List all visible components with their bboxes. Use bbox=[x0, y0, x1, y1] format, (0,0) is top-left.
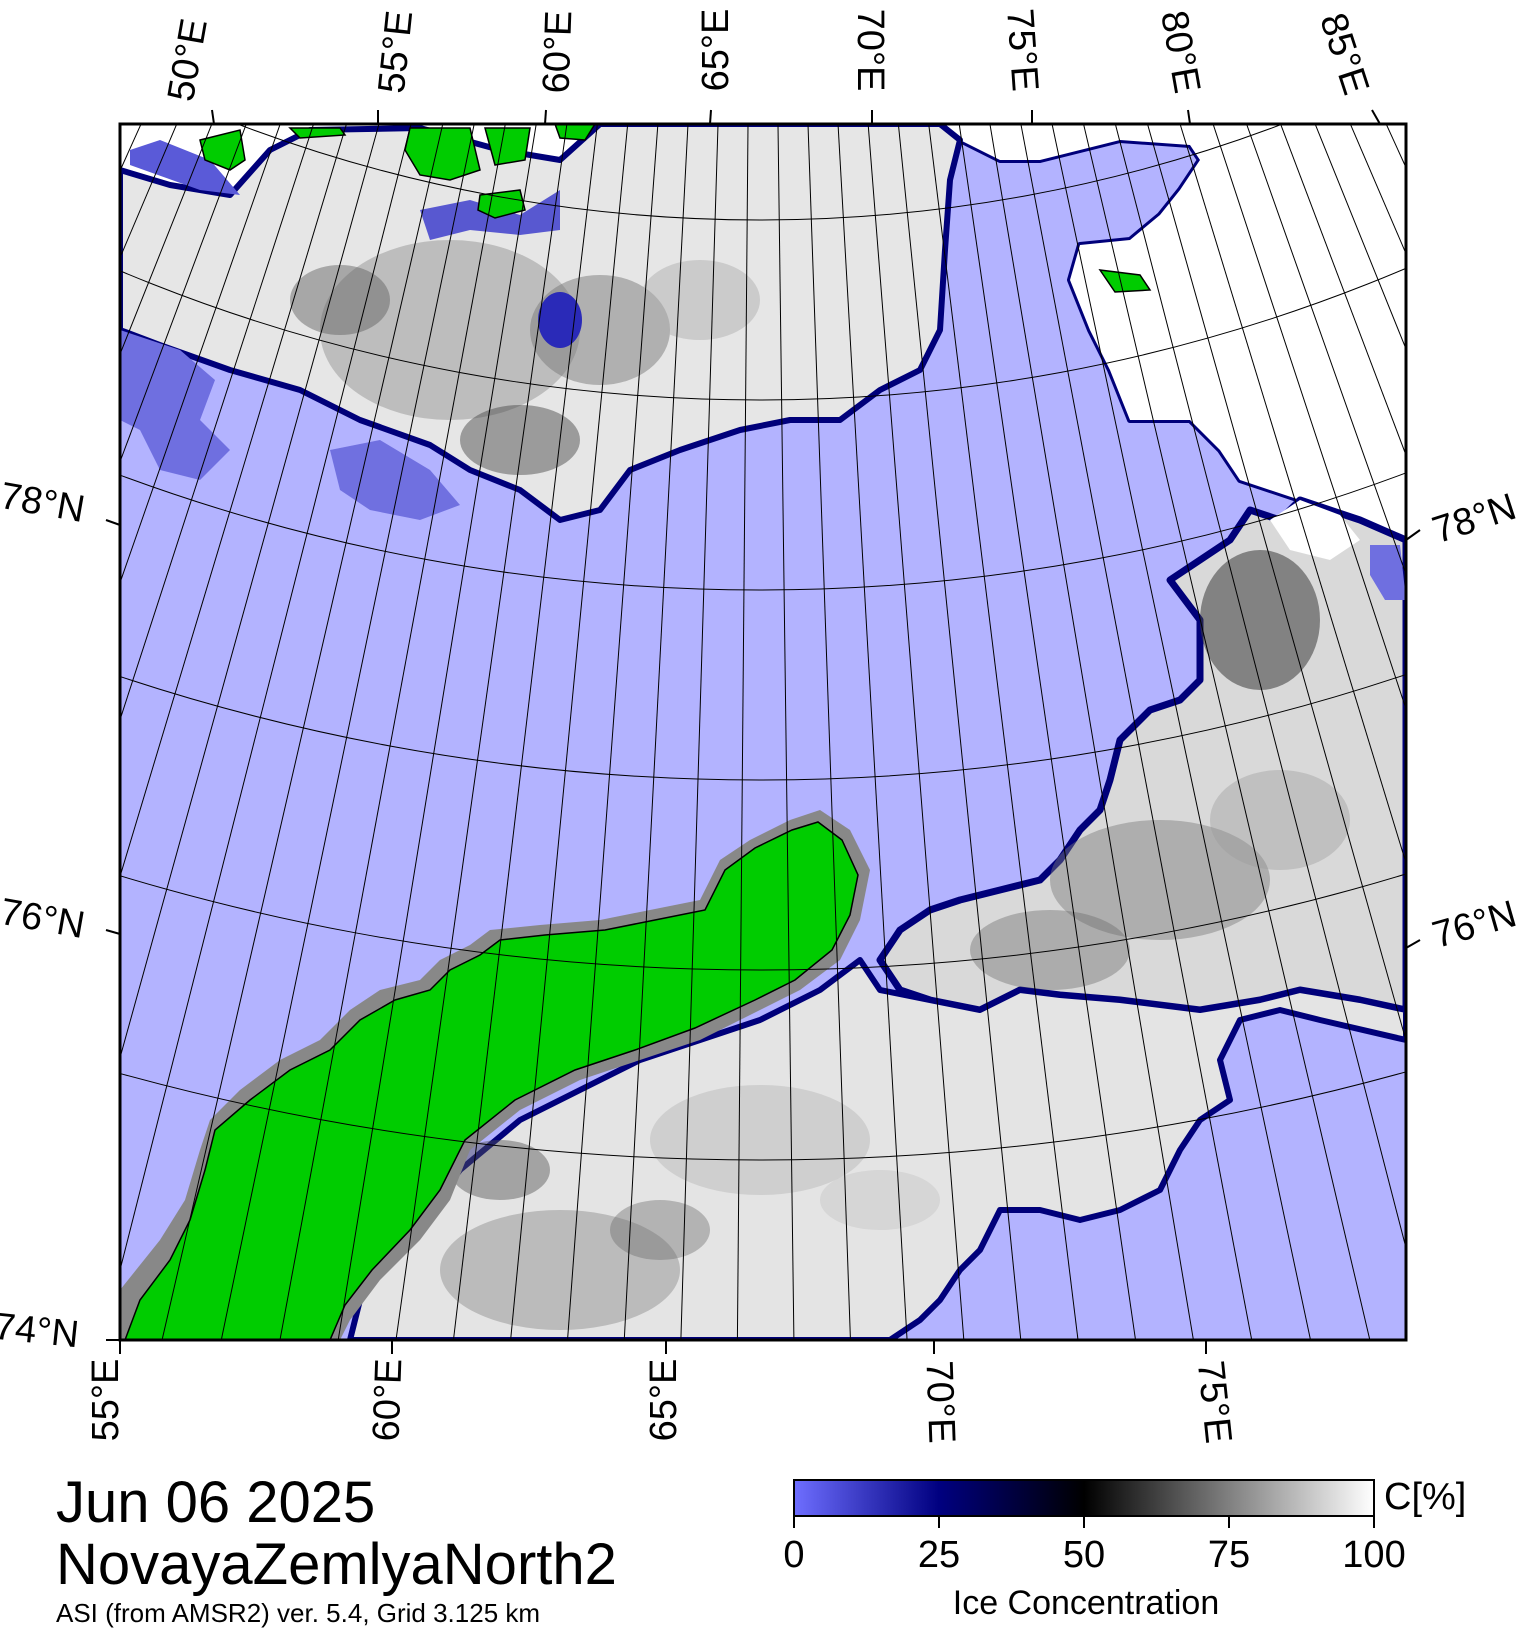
meridian-line bbox=[161, 124, 444, 1340]
map-frame bbox=[118, 122, 1408, 1342]
colorbar-ticks bbox=[793, 1516, 1375, 1528]
bottom-lon-label: 65°E bbox=[643, 1358, 685, 1442]
meridian-line bbox=[120, 124, 178, 260]
colorbar-tick-label: 75 bbox=[1207, 1534, 1251, 1576]
parallel-line bbox=[120, 267, 1406, 401]
meridian-line bbox=[897, 124, 1022, 1340]
meridian-line bbox=[680, 124, 719, 1340]
meridian-line bbox=[120, 124, 380, 1060]
colorbar-tick-label: 0 bbox=[783, 1534, 805, 1576]
meridian-line bbox=[1212, 124, 1406, 711]
meridian-line bbox=[1114, 124, 1406, 1250]
meridian-line bbox=[1020, 124, 1253, 1340]
meridian-line bbox=[807, 124, 851, 1340]
meridian-line bbox=[777, 124, 795, 1340]
colorbar-title: Ice Concentration bbox=[952, 1584, 1220, 1622]
top-lon-label: 65°E bbox=[695, 8, 737, 92]
meridian-line bbox=[120, 124, 142, 172]
data-source-note: ASI (from AMSR2) ver. 5.4, Grid 3.125 km bbox=[56, 1598, 541, 1628]
kara-sea-ice bbox=[876, 496, 1406, 1014]
northern-ice-pack bbox=[120, 124, 1406, 543]
meridian-line bbox=[120, 124, 315, 722]
region-name: NovayaZemlyaNorth2 bbox=[56, 1532, 617, 1597]
colorbar-unit: C[%] bbox=[1384, 1476, 1467, 1518]
left-lat-label: 74°N bbox=[0, 1305, 81, 1357]
map-date: Jun 06 2025 bbox=[56, 1470, 376, 1535]
top-lon-label: 60°E bbox=[535, 9, 581, 95]
meridian-line bbox=[510, 124, 629, 1340]
colorbar-tick-label: 50 bbox=[1062, 1534, 1106, 1576]
meridian-line bbox=[958, 124, 1137, 1340]
bottom-lon-label: 75°E bbox=[1188, 1358, 1240, 1446]
meridian-line bbox=[395, 124, 568, 1340]
meridian-line bbox=[867, 124, 965, 1340]
meridian-line bbox=[120, 124, 213, 356]
meridian-line bbox=[1314, 124, 1406, 351]
graticule bbox=[120, 124, 1406, 1340]
bottom-lon-label: 55°E bbox=[85, 1358, 127, 1442]
meridian-line bbox=[1083, 124, 1371, 1340]
top-lon-label: 75°E bbox=[998, 7, 1046, 93]
colorbar bbox=[793, 1479, 1375, 1517]
meridian-line bbox=[837, 124, 908, 1340]
meridian-line bbox=[1179, 124, 1406, 865]
bottom-lon-label: 60°E bbox=[365, 1357, 411, 1443]
meridian-line bbox=[989, 124, 1194, 1340]
colorbar-tick-label: 25 bbox=[917, 1534, 961, 1576]
meridian-line bbox=[337, 124, 537, 1340]
meridian-line bbox=[1146, 124, 1406, 1043]
meridian-line bbox=[623, 124, 689, 1340]
meridian-line bbox=[220, 124, 475, 1340]
meridian-line bbox=[736, 124, 749, 1340]
novaya-zemlya-island bbox=[120, 810, 870, 1340]
meridian-line bbox=[120, 124, 347, 879]
meridian-line bbox=[928, 124, 1079, 1340]
top-lon-label: 55°E bbox=[370, 8, 422, 96]
colorbar-tick-label: 100 bbox=[1342, 1534, 1406, 1576]
bottom-lon-label: 70°E bbox=[917, 1359, 963, 1445]
top-lon-label: 70°E bbox=[849, 8, 891, 92]
meridian-line bbox=[1051, 124, 1312, 1340]
meridian-line bbox=[1246, 124, 1406, 576]
meridian-line bbox=[452, 124, 598, 1340]
meridian-line bbox=[567, 124, 659, 1340]
meridian-line bbox=[120, 124, 281, 585]
meridian-line bbox=[1280, 124, 1406, 457]
axis-ticks bbox=[105, 109, 1421, 1354]
parallel-line bbox=[236, 124, 1284, 221]
meridian-line bbox=[120, 124, 247, 464]
meridian-line bbox=[1385, 124, 1406, 169]
meridian-line bbox=[120, 124, 412, 1273]
meridian-line bbox=[279, 124, 506, 1340]
meridian-line bbox=[1349, 124, 1406, 255]
